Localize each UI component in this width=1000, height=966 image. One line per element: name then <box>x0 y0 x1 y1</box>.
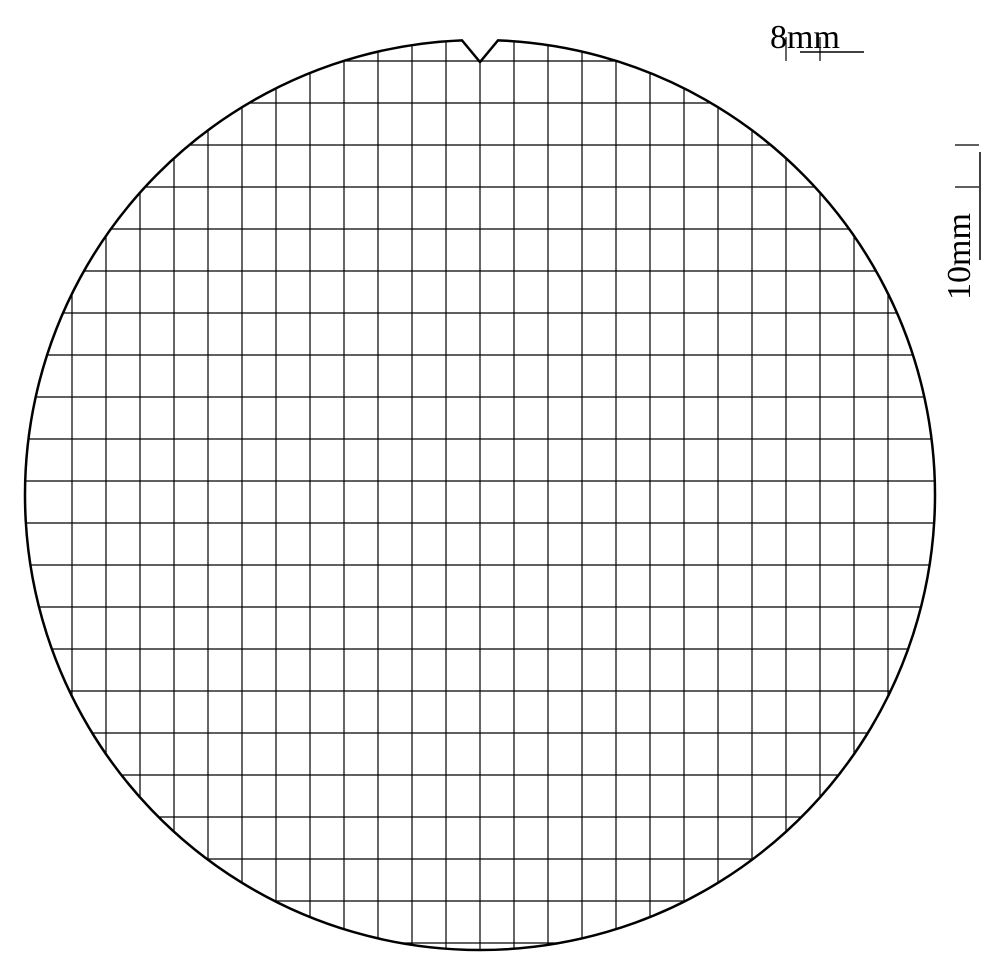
width-dim-label: 8mm <box>770 19 840 56</box>
wafer-diagram: 8mm 10mm <box>0 0 1000 966</box>
height-dim-label: 10mm <box>941 213 978 300</box>
diagram-stage: 8mm 10mm <box>0 0 1000 966</box>
